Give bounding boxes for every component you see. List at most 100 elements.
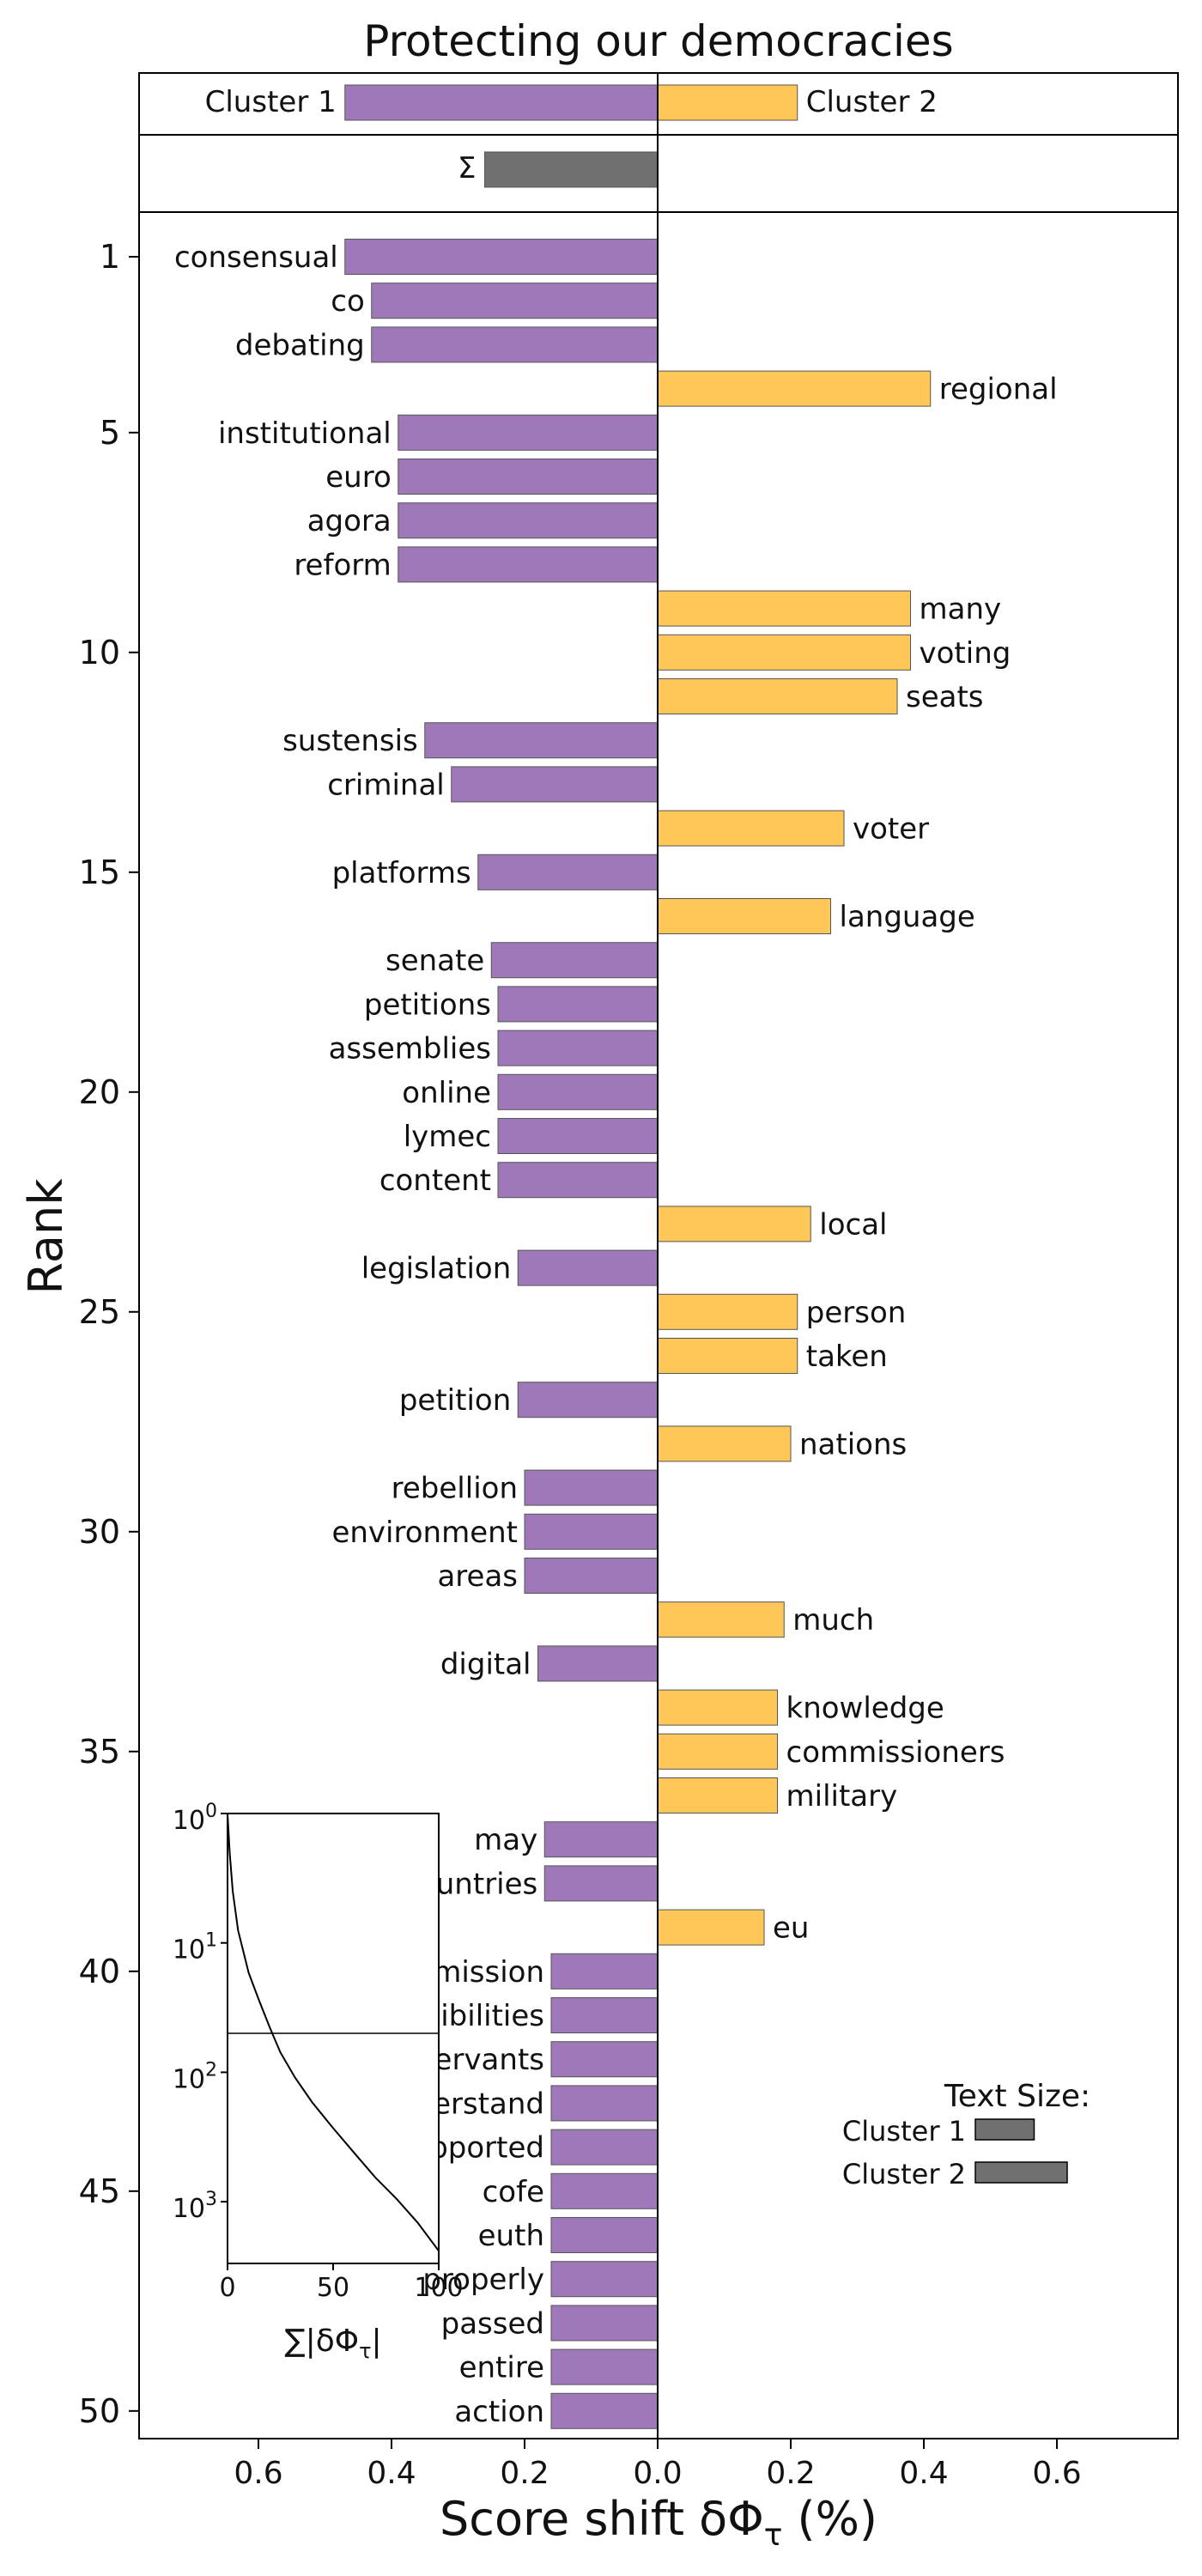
word-label-co: co: [331, 284, 365, 319]
x-axis-ticks: 0.6 0.4 0.2 0.0 0.2 0.4 0.6: [234, 2439, 1082, 2491]
word-label-areas: areas: [437, 1559, 518, 1594]
inset-y-tick-label: 100: [173, 1801, 217, 1836]
inset-x-tick-label: 0: [219, 2273, 235, 2303]
bar-servants: [550, 2041, 659, 2078]
word-label-regional: regional: [939, 373, 1058, 407]
word-label-reform: reform: [294, 548, 391, 582]
bar-sustensis: [424, 722, 659, 759]
bar-euth: [550, 2217, 659, 2253]
word-label-properly: properly: [422, 2263, 544, 2297]
bar-person: [657, 1293, 798, 1330]
bar-action: [550, 2392, 659, 2429]
bar-sum: [484, 151, 659, 188]
inset-plot: 0 50 100 100 101 102 103 ∑|δΦτ|: [173, 1801, 464, 2363]
bar-regional: [657, 370, 932, 407]
x-tick-label: 0.2: [766, 2456, 815, 2491]
label-sum: Σ: [458, 151, 476, 185]
legend-item-bar: [974, 2161, 1068, 2184]
word-label-senate: senate: [385, 944, 484, 978]
word-label-language: language: [840, 900, 975, 934]
bar-cofe: [550, 2172, 659, 2209]
x-tick-label: 0.6: [234, 2456, 282, 2491]
bar-responsibilities: [550, 1997, 659, 2033]
bar-knowledge: [657, 1689, 778, 1726]
bar-many: [657, 590, 911, 627]
inset-x-label: ∑|δΦτ|: [284, 2324, 381, 2363]
word-label-euro: euro: [325, 460, 392, 495]
bar-institutional: [398, 414, 659, 451]
word-label-entire: entire: [459, 2351, 544, 2385]
bar-nations: [657, 1425, 792, 1462]
word-label-digital: digital: [440, 1647, 531, 1681]
word-label-platforms: platforms: [332, 856, 471, 890]
bar-content: [497, 1162, 659, 1199]
word-label-voter: voter: [853, 812, 929, 847]
bar-eu: [657, 1909, 765, 1946]
bar-military: [657, 1777, 778, 1814]
bar-local: [657, 1206, 811, 1242]
label-cluster2-summary: Cluster 2: [806, 85, 938, 119]
inset-frame: [227, 1813, 440, 2264]
legend-item-label: Cluster 1: [842, 2115, 966, 2148]
legend-item-bar: [974, 2118, 1035, 2141]
bar-reform: [398, 546, 659, 583]
x-tick-label: 0.6: [1032, 2456, 1081, 2491]
inset-y-tick-label: 102: [173, 2059, 217, 2094]
bar-commission: [550, 1953, 659, 1990]
word-label-voting: voting: [920, 636, 1011, 671]
word-label-consensual: consensual: [174, 240, 338, 275]
bar-digital: [537, 1645, 659, 1682]
bar-rebellion: [524, 1469, 659, 1506]
word-label-much: much: [792, 1603, 874, 1637]
word-label-knowledge: knowledge: [786, 1692, 944, 1726]
word-label-servants: servants: [419, 2043, 544, 2077]
y-tick-label: 25: [79, 1293, 120, 1331]
inset-curve: [227, 1813, 440, 2251]
bar-areas: [524, 1558, 659, 1594]
bar-understand: [550, 2085, 659, 2122]
bar-online: [497, 1073, 659, 1110]
y-tick-label: 35: [79, 1733, 120, 1771]
inset-x-tick-label: 100: [414, 2273, 463, 2303]
y-tick-label: 20: [79, 1073, 120, 1111]
word-label-military: military: [786, 1779, 898, 1814]
x-tick-label: 0.4: [367, 2456, 416, 2491]
y-tick-label: 10: [79, 634, 120, 671]
word-label-online: online: [402, 1076, 491, 1110]
bar-senate: [490, 942, 659, 979]
word-label-petitions: petitions: [364, 987, 491, 1022]
bar-environment: [524, 1513, 659, 1550]
word-label-local: local: [819, 1207, 887, 1242]
word-label-agora: agora: [307, 504, 392, 538]
bar-may: [543, 1821, 659, 1858]
x-axis-label: Score shift δΦτ (%): [440, 2492, 877, 2553]
bar-passed: [550, 2305, 659, 2342]
y-tick-label: 30: [79, 1513, 120, 1551]
word-label-legislation: legislation: [361, 1252, 512, 1286]
bar-assemblies: [497, 1030, 659, 1066]
word-label-sustensis: sustensis: [282, 724, 418, 758]
word-label-may: may: [474, 1823, 537, 1857]
bar-much: [657, 1601, 785, 1638]
bar-taken: [657, 1338, 798, 1374]
y-tick-label: 45: [79, 2172, 120, 2210]
label-cluster1-summary: Cluster 1: [205, 85, 337, 119]
y-tick-label: 1: [100, 238, 120, 276]
x-tick-label: 0.4: [899, 2456, 948, 2491]
inset-y-tick-label: 101: [173, 1930, 217, 1965]
y-tick-label: 5: [100, 414, 120, 452]
y-tick-label: 40: [79, 1953, 120, 1990]
bar-platforms: [477, 854, 659, 890]
word-label-passed: passed: [441, 2306, 544, 2341]
word-label-eu: eu: [773, 1911, 809, 1946]
bar-supported: [550, 2129, 659, 2166]
word-label-euth: euth: [478, 2219, 544, 2253]
bar-legislation: [517, 1249, 659, 1286]
word-label-content: content: [379, 1163, 491, 1198]
x-tick-label: 0.0: [633, 2456, 682, 2491]
bar-petition: [517, 1382, 659, 1419]
bar-cluster2-summary: [657, 84, 798, 121]
y-axis-label: Rank: [19, 1178, 73, 1295]
word-label-rebellion: rebellion: [392, 1472, 518, 1506]
